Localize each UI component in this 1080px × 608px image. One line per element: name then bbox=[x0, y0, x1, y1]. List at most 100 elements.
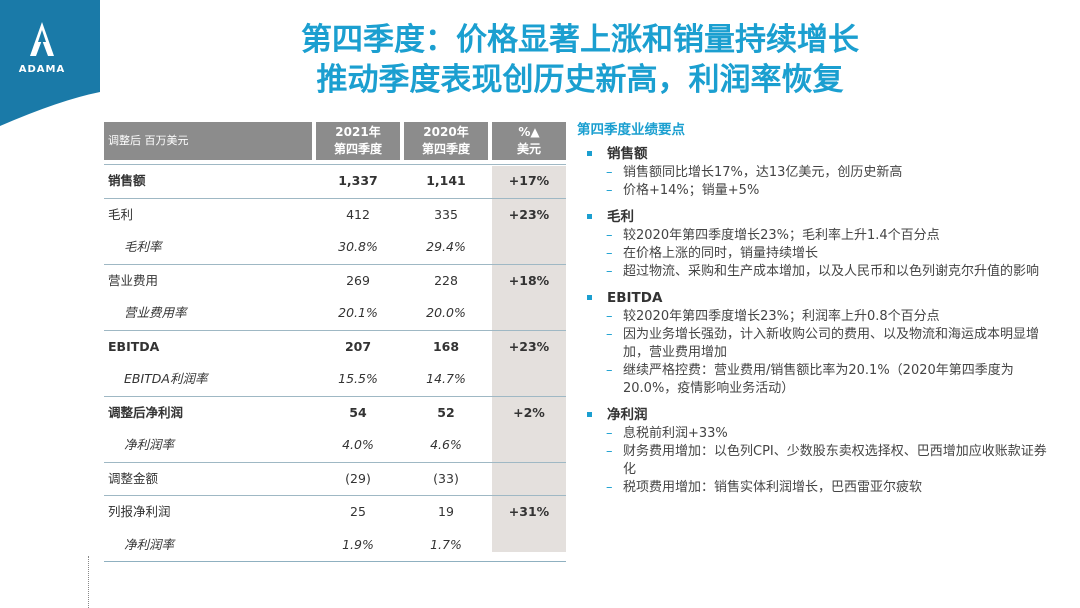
dash-icon: – bbox=[606, 363, 613, 378]
cell-2021: (29) bbox=[345, 470, 371, 486]
row-label: EBITDA利润率 bbox=[124, 371, 208, 386]
list-item: – 销售额同比增长17%，达13亿美元，创历史新高 bbox=[577, 164, 1047, 182]
cell-2021: 1.9% bbox=[342, 536, 374, 552]
table-row: 毛利 412 335 +23% bbox=[104, 197, 566, 232]
table-row: 调整后净利润 54 52 +2% bbox=[104, 395, 566, 430]
highlight-section-sales: 销售额 – 销售额同比增长17%，达13亿美元，创历史新高 – 价格+14%；销量+… bbox=[577, 144, 1047, 200]
table-bottom-rule bbox=[104, 561, 566, 562]
dash-icon: – bbox=[606, 480, 613, 495]
section-heading-text: 净利润 bbox=[607, 407, 648, 423]
cell-2021: 25 bbox=[350, 504, 366, 519]
list-item: – 税项费用增加：销售实体利润增长，巴西雷亚尔疲软 bbox=[577, 479, 1047, 497]
highlights-panel: 第四季度业绩要点 销售额 – 销售额同比增长17%，达13亿美元，创历史新高 – 价… bbox=[577, 118, 1047, 504]
dash-icon: – bbox=[606, 264, 613, 279]
title-line-2: 推动季度表现创历史新高，利润率恢复 bbox=[316, 62, 844, 98]
table-row: 净利润率 1.9% 1.7% bbox=[104, 529, 566, 562]
table-header: 调整后 百万美元 2021年 第四季度 2020年 第四季度 %▲ 美元 bbox=[104, 120, 566, 164]
cell-2021: 412 bbox=[346, 206, 370, 222]
cell-2021: 30.8% bbox=[338, 239, 378, 254]
header-2020q4-line2: 第四季度 bbox=[421, 142, 470, 156]
list-item: – 因为业务增长强劲，计入新收购公司的费用、以及物流和海运成本明显增加，营业费用增… bbox=[577, 326, 1047, 362]
cell-2020: 19 bbox=[438, 504, 454, 519]
highlight-section-ebitda: EBITDA – 较2020年第四季度增长23%；利润率上升0.8个百分点 – 因为… bbox=[577, 288, 1047, 398]
list-item: – 财务费用增加：以色列CPI、少数股东卖权选择权、巴西增加应收账款证券化 bbox=[577, 443, 1047, 479]
list-item: – 超过物流、采购和生产成本增加，以及人民币和以色列谢克尔升值的影响 bbox=[577, 263, 1047, 281]
dash-icon: – bbox=[606, 426, 613, 441]
row-label: 销售额 bbox=[108, 173, 146, 188]
list-item: – 价格+14%；销量+5% bbox=[577, 182, 1047, 200]
dash-icon: – bbox=[606, 228, 613, 243]
dash-icon: – bbox=[606, 327, 613, 342]
table-row: EBITDA利润率 15.5% 14.7% bbox=[104, 363, 566, 396]
title-line-1: 第四季度：价格显著上涨和销量持续增长 bbox=[301, 22, 859, 58]
list-item-text: 价格+14%；销量+5% bbox=[623, 183, 760, 198]
cell-change: +18% bbox=[508, 272, 550, 288]
cell-2021: 4.0% bbox=[342, 437, 374, 452]
row-label: EBITDA bbox=[108, 338, 160, 354]
section-heading: 净利润 bbox=[577, 405, 1047, 425]
dash-icon: – bbox=[606, 183, 613, 198]
change-column-shade bbox=[492, 166, 566, 552]
header-2021q4: 2021年 第四季度 bbox=[316, 122, 400, 160]
cell-2020: 228 bbox=[434, 272, 458, 288]
bullet-square-icon bbox=[587, 412, 592, 417]
header-change-line1: %▲ bbox=[518, 125, 540, 139]
cell-2021: 269 bbox=[346, 272, 370, 288]
list-item-text: 较2020年第四季度增长23%；利润率上升0.8个百分点 bbox=[623, 309, 940, 324]
cell-2021: 1,337 bbox=[338, 173, 378, 188]
row-label: 营业费用 bbox=[108, 272, 159, 288]
header-2020q4-line1: 2020年 bbox=[423, 125, 469, 139]
table-row: 毛利率 30.8% 29.4% bbox=[104, 231, 566, 264]
list-item-text: 在价格上涨的同时，销量持续增长 bbox=[623, 246, 819, 261]
header-2021q4-line2: 第四季度 bbox=[333, 142, 382, 156]
table-row: 营业费用 269 228 +18% bbox=[104, 263, 566, 298]
list-item: – 较2020年第四季度增长23%；毛利率上升1.4个百分点 bbox=[577, 227, 1047, 245]
list-item-text: 息税前利润+33% bbox=[623, 426, 728, 441]
bullet-square-icon bbox=[587, 214, 592, 219]
list-item: – 继续严格控费：营业费用/销售额比率为20.1%（2020年第四季度为20.0%… bbox=[577, 362, 1047, 398]
logo-corner: ADAMA bbox=[0, 0, 100, 126]
section-heading: 销售额 bbox=[577, 144, 1047, 164]
section-heading-text: 毛利 bbox=[607, 209, 634, 225]
row-label: 调整后净利润 bbox=[108, 404, 184, 420]
row-label: 营业费用率 bbox=[124, 305, 187, 320]
section-heading: 毛利 bbox=[577, 207, 1047, 227]
cell-change: +17% bbox=[508, 173, 550, 188]
cell-change: +23% bbox=[508, 338, 550, 354]
cell-change: +2% bbox=[513, 404, 545, 420]
header-change: %▲ 美元 bbox=[492, 122, 566, 160]
cell-change: +23% bbox=[508, 206, 550, 222]
table-row: EBITDA 207 168 +23% bbox=[104, 329, 566, 364]
header-2021q4-line1: 2021年 bbox=[335, 125, 381, 139]
logo-background bbox=[0, 0, 100, 126]
page-title: 第四季度：价格显著上涨和销量持续增长 推动季度表现创历史新高，利润率恢复 bbox=[140, 20, 1020, 100]
header-change-line2: 美元 bbox=[516, 142, 541, 156]
list-item-text: 继续严格控费：营业费用/销售额比率为20.1%（2020年第四季度为20.0%，… bbox=[623, 363, 1014, 396]
cell-2021: 54 bbox=[349, 404, 367, 420]
dotted-divider bbox=[88, 556, 89, 608]
cell-2021: 15.5% bbox=[338, 371, 378, 386]
row-label: 净利润率 bbox=[124, 437, 175, 452]
table-row: 列报净利润 25 19 +31% bbox=[104, 495, 566, 529]
table-body: 销售额 1,337 1,141 +17% 毛利 412 335 +23% 毛利率… bbox=[104, 164, 566, 562]
dash-icon: – bbox=[606, 165, 613, 180]
row-label: 净利润率 bbox=[124, 536, 175, 552]
cell-2020: (33) bbox=[433, 470, 459, 486]
list-item: – 息税前利润+33% bbox=[577, 425, 1047, 443]
row-label: 毛利率 bbox=[124, 239, 162, 254]
cell-2021: 207 bbox=[344, 338, 372, 354]
list-item-text: 税项费用增加：销售实体利润增长，巴西雷亚尔疲软 bbox=[623, 480, 923, 495]
bullet-square-icon bbox=[587, 151, 592, 156]
highlight-section-net-profit: 净利润 – 息税前利润+33% – 财务费用增加：以色列CPI、少数股东卖权选择权、… bbox=[577, 405, 1047, 497]
section-heading-text: 销售额 bbox=[607, 146, 648, 162]
cell-2020: 20.0% bbox=[426, 305, 466, 320]
cell-2021: 20.1% bbox=[338, 305, 378, 320]
unit-label: 调整后 百万美元 bbox=[104, 122, 312, 160]
table-row: 调整金额 (29) (33) bbox=[104, 461, 566, 496]
section-heading: EBITDA bbox=[577, 288, 1047, 308]
list-item-text: 较2020年第四季度增长23%；毛利率上升1.4个百分点 bbox=[623, 228, 940, 243]
bullet-square-icon bbox=[587, 295, 592, 300]
highlights-title: 第四季度业绩要点 bbox=[577, 122, 685, 138]
cell-2020: 29.4% bbox=[426, 239, 466, 254]
header-2020q4: 2020年 第四季度 bbox=[404, 122, 488, 160]
